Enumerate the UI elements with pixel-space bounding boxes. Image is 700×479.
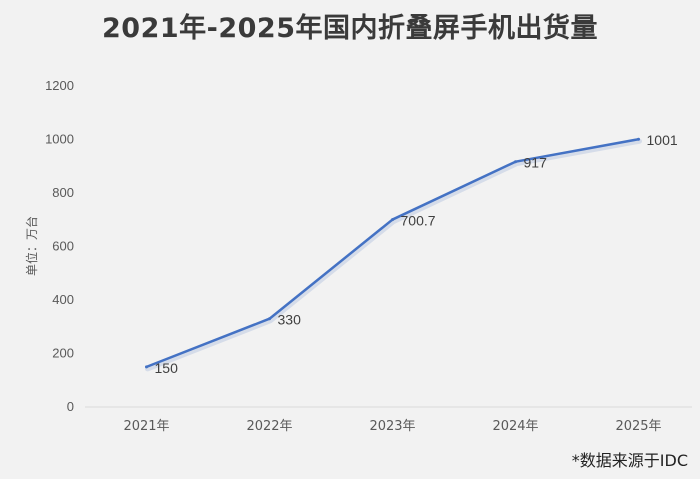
y-tick-label: 800 bbox=[52, 185, 74, 200]
data-label: 917 bbox=[524, 155, 548, 171]
x-tick-label: 2021年 bbox=[123, 419, 169, 434]
chart-title: 2021年-2025年国内折叠屏手机出货量 bbox=[102, 13, 598, 44]
series-line bbox=[145, 137, 640, 369]
x-tick-label: 2024年 bbox=[492, 419, 538, 434]
y-tick-label: 600 bbox=[52, 239, 74, 254]
y-tick-label: 1000 bbox=[45, 132, 74, 147]
y-tick-label: 200 bbox=[52, 346, 74, 361]
series-line-shadow bbox=[145, 138, 642, 372]
y-tick-label: 0 bbox=[67, 399, 74, 414]
x-tick-label: 2023年 bbox=[369, 419, 415, 434]
x-tick-label: 2025年 bbox=[615, 419, 661, 434]
data-point bbox=[145, 365, 148, 369]
data-label: 1001 bbox=[647, 132, 678, 148]
y-axis-label: 单位：万台 bbox=[24, 216, 39, 276]
data-point bbox=[637, 137, 640, 141]
data-point bbox=[268, 317, 271, 321]
x-tick-label: 2022年 bbox=[246, 419, 292, 434]
data-point bbox=[391, 218, 394, 222]
data-label: 150 bbox=[155, 360, 179, 376]
data-point bbox=[514, 160, 517, 164]
y-tick-label: 400 bbox=[52, 292, 74, 307]
data-source-note: *数据来源于IDC bbox=[571, 451, 688, 470]
data-label: 330 bbox=[278, 312, 302, 328]
data-label: 700.7 bbox=[401, 213, 436, 229]
y-tick-label: 1200 bbox=[45, 78, 74, 93]
